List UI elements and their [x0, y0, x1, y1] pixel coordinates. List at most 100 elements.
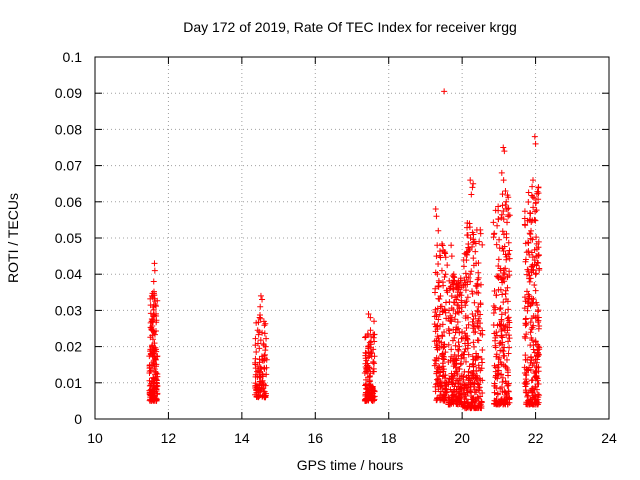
data-point [470, 322, 477, 329]
data-point [371, 318, 378, 325]
data-point [364, 374, 371, 381]
data-point [479, 389, 486, 396]
data-point [152, 327, 159, 334]
data-point [472, 328, 479, 335]
data-point [435, 364, 442, 371]
data-point [456, 365, 463, 372]
data-point [473, 289, 480, 296]
data-point [455, 302, 462, 309]
data-point [433, 397, 440, 404]
data-point [506, 212, 513, 219]
data-point [475, 337, 482, 344]
data-point [527, 319, 534, 326]
data-point [433, 253, 440, 260]
data-point [462, 287, 469, 294]
data-point [491, 230, 498, 237]
data-point [496, 245, 503, 252]
data-point [451, 383, 458, 390]
y-tick-label: 0 [74, 411, 82, 427]
data-point [252, 335, 259, 342]
data-point [529, 193, 536, 200]
data-point [531, 396, 538, 403]
data-point [458, 355, 465, 362]
data-point [259, 296, 266, 303]
data-point [463, 325, 470, 332]
data-point [495, 216, 502, 223]
data-point [496, 399, 503, 406]
data-point [536, 265, 543, 272]
data-point [441, 391, 448, 398]
y-tick-label: 0.07 [55, 158, 82, 174]
data-point [499, 202, 506, 209]
data-point [469, 399, 476, 406]
data-point [496, 354, 503, 361]
data-point [151, 366, 158, 373]
data-point [500, 248, 507, 255]
data-point [505, 239, 512, 246]
data-point [473, 283, 480, 290]
data-point [524, 303, 531, 310]
data-point [499, 379, 506, 386]
data-point [367, 391, 374, 398]
data-point [528, 385, 535, 392]
data-point [461, 384, 468, 391]
data-point [439, 332, 446, 339]
data-point [437, 369, 444, 376]
data-point [453, 296, 460, 303]
data-point [462, 358, 469, 365]
data-point [531, 257, 538, 264]
data-point [370, 346, 377, 353]
data-point [490, 234, 497, 241]
data-point [148, 292, 155, 299]
data-point [150, 363, 157, 370]
data-point [468, 268, 475, 275]
data-point [256, 328, 263, 335]
data-point [494, 222, 501, 229]
data-point [445, 325, 452, 332]
data-point [529, 324, 536, 331]
data-point [471, 299, 478, 306]
data-point [498, 316, 505, 323]
data-point [259, 329, 266, 336]
data-point [448, 242, 455, 249]
data-point [255, 389, 262, 396]
data-point [474, 323, 481, 330]
data-point [524, 266, 531, 273]
data-point [528, 400, 535, 407]
data-point [491, 389, 498, 396]
data-point [475, 386, 482, 393]
data-point [439, 353, 446, 360]
data-point [495, 367, 502, 374]
data-point [451, 334, 458, 341]
data-point [492, 344, 499, 351]
data-point [149, 290, 156, 297]
data-point [371, 331, 378, 338]
data-point [471, 380, 478, 387]
data-point [534, 353, 541, 360]
data-point [462, 400, 469, 407]
y-tick-label: 0.09 [55, 85, 82, 101]
data-point [455, 309, 462, 316]
data-point [505, 306, 512, 313]
data-point [432, 285, 439, 292]
data-point [254, 373, 261, 380]
data-point [498, 214, 505, 221]
data-point [445, 381, 452, 388]
data-point [504, 219, 511, 226]
data-point [252, 361, 259, 368]
data-point [529, 377, 536, 384]
data-point [431, 356, 438, 363]
data-point [365, 311, 372, 318]
data-point [434, 342, 441, 349]
data-point [524, 393, 531, 400]
data-point [439, 241, 446, 248]
data-point [257, 292, 264, 299]
data-point [151, 267, 158, 274]
y-tick-label: 0.06 [55, 194, 82, 210]
data-point [491, 287, 498, 294]
data-point [448, 292, 455, 299]
y-tick-label: 0.02 [55, 339, 82, 355]
data-point [259, 357, 266, 364]
data-point [532, 373, 539, 380]
data-point [469, 353, 476, 360]
